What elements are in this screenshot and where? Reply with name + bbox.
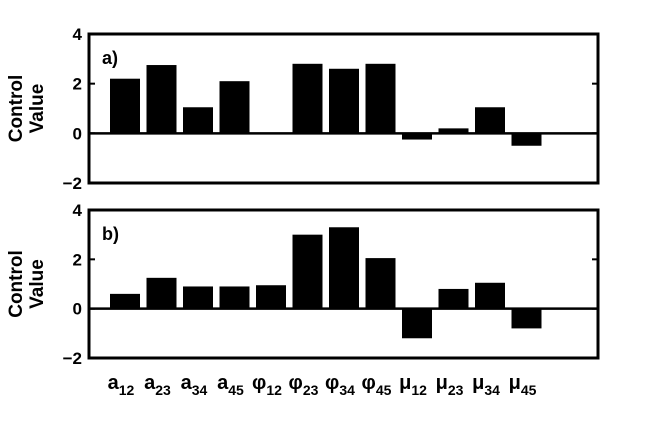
bar-a45-b-3 [219,286,250,309]
bar-a12-b-0 [110,293,140,309]
x-tick-label: a23 [144,372,171,398]
bar-34-b-10 [475,282,505,309]
panel-label: a) [102,48,118,68]
bar-45-a-7 [365,63,396,134]
bar-34-a-6 [329,68,359,134]
bar-23-b-9 [438,288,469,309]
x-tick-label: μ34 [472,372,500,398]
bar-23-a-5 [292,63,323,134]
bar-a23-b-1 [146,277,177,309]
y-tick-label: 2 [73,75,82,94]
x-tick-label: φ34 [325,372,355,398]
x-tick-label: φ23 [289,372,319,398]
y-tick-label: −2 [63,349,82,368]
bar-23-a-9 [438,128,469,134]
bar-45-b-11 [511,308,542,329]
y-axis-title-line: Control [6,250,27,318]
bar-12-b-4 [256,285,286,309]
y-axis-title-line: Value [27,84,48,134]
chart-panel-b: 4 2 0 −2 b) Control Value [6,201,600,368]
plot-frame [87,208,600,360]
y-axis-title-line: Value [27,259,48,309]
y-tick-label: 0 [73,300,82,319]
bar-23-b-5 [292,234,323,309]
panel-label: b) [102,224,119,244]
bar-a45-a-3 [219,81,250,134]
y-tick-label: 4 [73,201,83,220]
chart-panel-a: 4 2 0 −2 a) Control Value [6,25,600,193]
x-tick-label: μ45 [509,372,537,398]
bar-45-a-11 [511,133,542,146]
y-tick-label: 0 [73,124,82,143]
x-axis-labels: a12 a23 a34 a45 φ12 φ23 φ34 φ45 μ12 μ23 μ34 μ45 [108,372,537,398]
y-tick-label: 2 [73,250,82,269]
bar-12-a-8 [402,133,432,140]
bar-34-a-10 [475,107,505,134]
plot-frame [87,32,600,185]
x-tick-label: a45 [217,372,244,398]
bar-12-b-8 [402,308,432,339]
x-tick-label: a12 [108,372,135,398]
bar-45-b-7 [365,258,396,309]
y-axis-title-line: Control [6,75,27,143]
x-tick-label: φ45 [362,372,392,398]
x-tick-label: μ12 [399,372,427,398]
x-tick-label: a34 [181,372,208,398]
bar-a23-a-1 [146,65,177,134]
bar-34-b-6 [329,227,359,309]
bar-a34-b-2 [183,286,213,309]
bar-a12-a-0 [110,78,140,134]
x-tick-label: φ12 [252,372,282,398]
bar-a34-a-2 [183,107,213,134]
y-tick-label: −2 [63,174,82,193]
x-tick-label: μ23 [436,372,464,398]
y-tick-label: 4 [73,25,83,44]
